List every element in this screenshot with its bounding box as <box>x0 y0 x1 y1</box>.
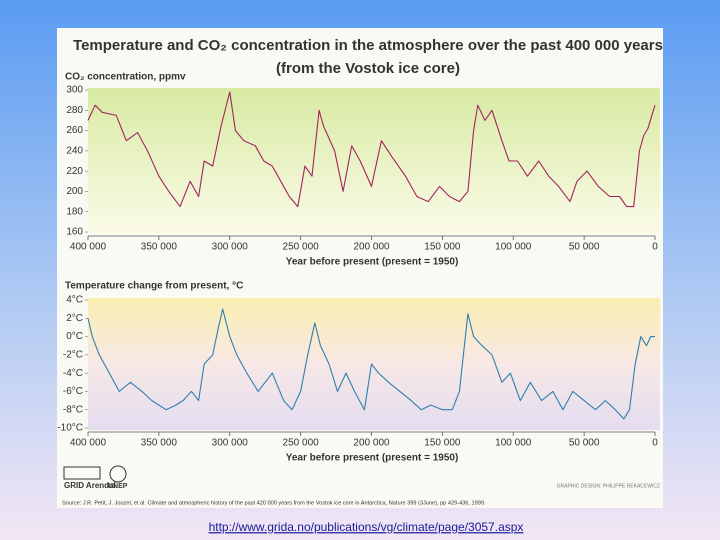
y-tick-label: 2°C <box>66 313 83 324</box>
logo-grid: GRID Arendal <box>64 481 116 490</box>
x-tick-label: 100 000 <box>495 242 532 253</box>
subtitle: (from the Vostok ice core) <box>276 60 460 77</box>
y-tick-label: -2°C <box>63 349 83 360</box>
y-tick-label: 240 <box>66 145 83 156</box>
x-axis-label: Year before present (present = 1950) <box>286 257 459 268</box>
x-tick-label: 200 000 <box>353 242 390 253</box>
y-tick-label: -8°C <box>63 404 83 415</box>
x-tick-label: 350 000 <box>141 242 178 253</box>
y-tick-label: 260 <box>66 125 83 136</box>
x-tick-label: 200 000 <box>353 438 390 449</box>
y-tick-label: 160 <box>66 227 83 238</box>
x-tick-label: 150 000 <box>424 242 461 253</box>
y-axis-label: CO₂ concentration, ppmv <box>65 72 186 83</box>
plot-background <box>88 88 660 234</box>
x-tick-label: 400 000 <box>70 242 107 253</box>
charts: CO₂ concentration, ppmv Year before prese… <box>57 72 658 464</box>
data-line <box>87 91 656 208</box>
x-tick-label: 50 000 <box>569 438 600 449</box>
x-tick-label: 0 <box>652 438 658 449</box>
x-axis-label: Year before present (present = 1950) <box>286 453 459 464</box>
y-tick-label: -6°C <box>63 386 83 397</box>
logo-box <box>63 466 101 480</box>
x-tick-label: 300 000 <box>212 242 249 253</box>
x-tick-label: 0 <box>652 242 658 253</box>
y-tick-label: -10°C <box>57 423 83 434</box>
x-tick-label: 150 000 <box>424 438 461 449</box>
y-tick-label: 300 <box>66 85 83 96</box>
data-line <box>87 308 655 420</box>
source: Source: J.R. Petit, J. Jouzel, et al. Cl… <box>62 500 486 506</box>
title: Temperature and CO₂ concentration in the… <box>73 37 663 54</box>
y-tick-label: -4°C <box>63 368 83 379</box>
x-tick-label: 50 000 <box>569 242 600 253</box>
credit: GRAPHIC DESIGN: PHILIPPE REKACEWICZ <box>557 483 660 489</box>
y-tick-label: 200 <box>66 186 83 197</box>
x-tick-label: 350 000 <box>141 438 178 449</box>
x-tick-label: 400 000 <box>70 438 107 449</box>
plot-background <box>88 298 660 430</box>
y-tick-label: 4°C <box>66 295 83 306</box>
y-tick-label: 220 <box>66 166 83 177</box>
x-tick-label: 100 000 <box>495 438 532 449</box>
y-tick-label: 280 <box>66 105 83 116</box>
x-tick-label: 250 000 <box>283 438 320 449</box>
x-tick-label: 250 000 <box>283 242 320 253</box>
y-tick-label: 0°C <box>66 331 83 342</box>
logo-unep-icon <box>109 465 127 483</box>
x-tick-label: 300 000 <box>212 438 249 449</box>
logo-unep: UNEP <box>108 483 128 490</box>
link[interactable]: http://www.grida.no/publications/vg/clim… <box>209 520 524 534</box>
y-tick-label: 180 <box>66 206 83 217</box>
y-axis-label: Temperature change from present, °C <box>65 281 243 292</box>
